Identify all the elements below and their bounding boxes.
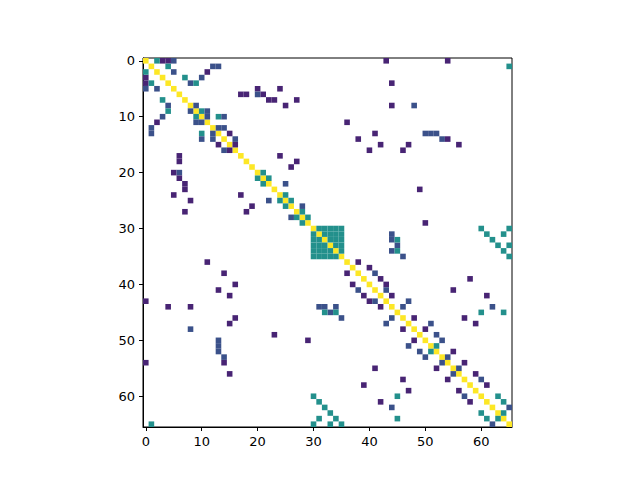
svg-text:10: 10 xyxy=(193,434,210,449)
svg-text:30: 30 xyxy=(305,434,322,449)
svg-text:0: 0 xyxy=(142,434,150,449)
svg-text:60: 60 xyxy=(118,389,135,404)
svg-text:50: 50 xyxy=(417,434,434,449)
svg-text:40: 40 xyxy=(118,277,135,292)
svg-text:20: 20 xyxy=(118,165,135,180)
svg-text:60: 60 xyxy=(473,434,490,449)
svg-text:10: 10 xyxy=(118,109,135,124)
svg-text:30: 30 xyxy=(118,221,135,236)
svg-text:40: 40 xyxy=(361,434,378,449)
svg-text:50: 50 xyxy=(118,333,135,348)
svg-text:20: 20 xyxy=(249,434,266,449)
svg-text:0: 0 xyxy=(127,53,135,68)
